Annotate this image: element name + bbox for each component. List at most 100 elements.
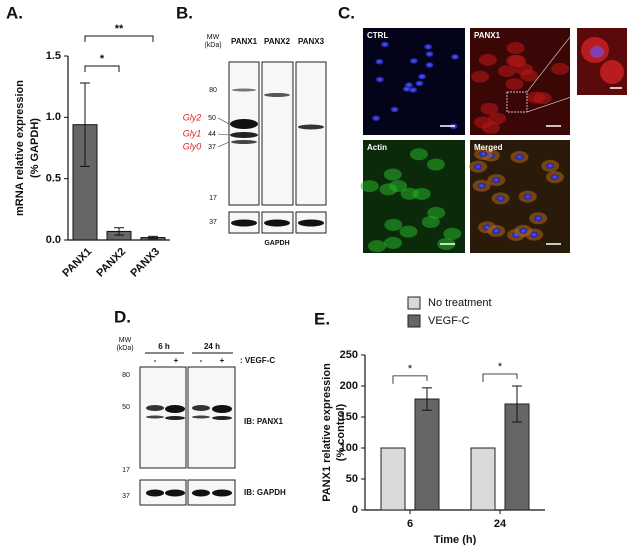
cell (471, 70, 490, 83)
panel-label: D. (114, 307, 131, 326)
nucleus (530, 231, 539, 238)
blot-band (192, 405, 210, 411)
cell (505, 78, 524, 91)
nucleus (402, 86, 411, 92)
mw-label: MW (119, 337, 132, 344)
glyco-label: Gly1 (183, 128, 202, 138)
legend-label: VEGF-C (428, 315, 470, 327)
blot-band (192, 489, 210, 497)
zoom-line (526, 94, 578, 113)
cell (488, 112, 507, 125)
treatment-sign: - (154, 356, 157, 365)
y-tick-label: 0 (352, 504, 358, 516)
cell (383, 168, 402, 181)
mw-unit: (kDa) (204, 42, 221, 49)
image-label: Actin (367, 143, 387, 152)
y-tick-label: 1.5 (46, 50, 61, 62)
nucleus (451, 54, 460, 60)
blot-band (165, 405, 185, 413)
blot-band (298, 219, 324, 227)
cell (399, 225, 418, 238)
nucleus (415, 80, 424, 87)
blot-band (230, 132, 258, 138)
blot-band (231, 219, 257, 227)
cell (384, 218, 403, 231)
legend-label: No treatment (428, 297, 492, 309)
nucleus (534, 215, 543, 222)
nucleus (375, 58, 384, 65)
cell (600, 60, 624, 84)
cell (443, 227, 462, 240)
zoom-line (526, 27, 578, 93)
y-tick-label: 0.5 (46, 173, 61, 185)
significance-bracket (84, 35, 154, 42)
ib-label: IB: PANX1 (244, 417, 284, 426)
error-bar (422, 387, 432, 411)
panel-label: C. (338, 3, 355, 22)
nucleus (424, 44, 433, 50)
nucleus (380, 41, 389, 48)
cell (409, 148, 428, 161)
mw-marker: 17 (209, 195, 217, 202)
blot-band (192, 415, 210, 419)
blot-band (212, 416, 232, 420)
nucleus (550, 174, 559, 180)
significance-label: * (100, 53, 105, 65)
x-tick-label: 6 (407, 518, 413, 530)
y-tick-label: 200 (340, 380, 358, 392)
mw-marker: 37 (209, 219, 217, 226)
pointer (217, 133, 230, 136)
mw-marker: 37 (122, 493, 130, 500)
zoom-box (506, 91, 528, 113)
nucleus (519, 228, 528, 234)
significance-bracket (392, 375, 428, 384)
y-axis-label: PANX1 relative expression (321, 363, 333, 502)
bar (470, 447, 496, 511)
error-bar (114, 227, 124, 236)
cell (478, 53, 497, 66)
y-tick-label: 50 (346, 473, 358, 485)
lane-label: PANX3 (298, 37, 325, 46)
blot-band (230, 119, 258, 129)
cell (526, 91, 545, 104)
cell (368, 240, 387, 253)
cell (360, 180, 379, 193)
cell (480, 102, 499, 115)
mw-marker: 37 (208, 144, 216, 151)
nucleus (474, 163, 483, 170)
treatment-sign: + (174, 356, 179, 365)
y-axis-label: mRNA relative expression (14, 80, 26, 216)
error-bar (512, 385, 522, 423)
y-tick-label: 1.0 (46, 111, 61, 123)
blot-band (212, 489, 232, 497)
panel-label: B. (176, 3, 193, 22)
blot-band (146, 489, 164, 497)
mw-unit: (kDa) (116, 345, 133, 352)
ib-label: IB: GAPDH (244, 488, 286, 497)
bar (380, 447, 406, 511)
significance-bracket (482, 373, 518, 382)
pointer (217, 141, 230, 148)
blot-band (146, 405, 164, 411)
blot-lane (261, 61, 294, 206)
nucleus (492, 177, 501, 183)
error-bar (80, 82, 90, 167)
nucleus (523, 193, 532, 200)
time-label: 6 h (158, 342, 170, 351)
nucleus (590, 46, 604, 58)
cell (508, 55, 527, 68)
x-tick-label: PANX2 (94, 246, 128, 280)
nucleus (425, 51, 434, 57)
panel-b: MW (kDa) PANX1 PANX2 PANX3 80 Gly2 50 Gl… (183, 34, 327, 247)
mw-marker: 44 (208, 131, 216, 138)
y-tick-label: 150 (340, 411, 358, 423)
mw-marker: 50 (122, 404, 130, 411)
cell (384, 236, 403, 249)
blot-band (212, 405, 232, 413)
pointer (217, 117, 230, 125)
glyco-label: Gly0 (183, 141, 202, 151)
nucleus (492, 228, 501, 234)
panel-label: A. (6, 3, 23, 22)
blot-band (165, 416, 185, 420)
lane-label: PANX2 (264, 37, 291, 46)
